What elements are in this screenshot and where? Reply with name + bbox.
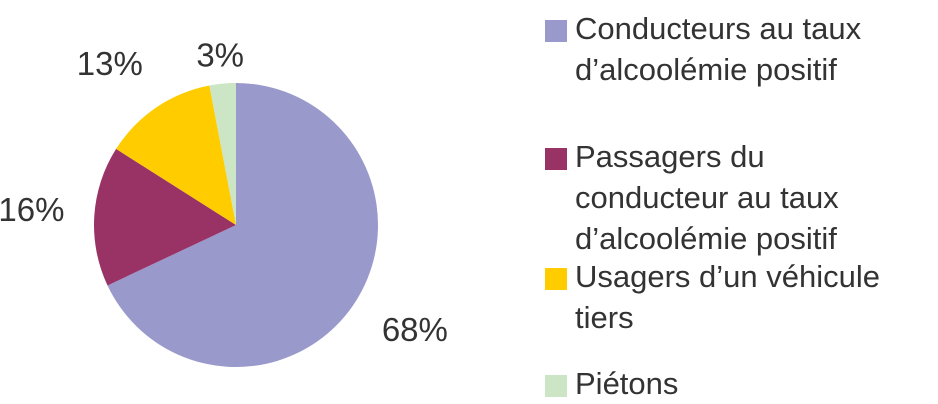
legend-item-usagers: Usagers d’un véhicule tiers [545,256,935,338]
legend-label-conducteurs: Conducteurs au taux d’alcoolémie positif [575,11,862,87]
pie-slice-usagers [116,85,236,225]
legend-swatch-pietons [545,375,567,397]
pie-chart-plot: 68% 16% 13% 3% [0,36,448,367]
legend-label-pietons: Piétons [575,366,679,401]
pie-value-label-pietons: 3% [196,36,244,73]
pie-slice-pietons [209,83,236,225]
pie-value-label-usagers: 13% [77,45,143,82]
legend-item-passagers: Passagers du conducteur au taux d’alcool… [545,136,935,259]
legend-swatch-passagers [545,148,567,170]
legend-item-conducteurs: Conducteurs au taux d’alcoolémie positif [545,8,935,90]
pie-slices [94,83,379,367]
legend-swatch-conducteurs [545,20,567,42]
pie-value-label-passagers: 16% [0,191,64,228]
legend-label-passagers: Passagers du conducteur au taux d’alcool… [575,139,839,256]
pie-value-labels: 68% 16% 13% 3% [0,36,448,347]
pie-slice-conducteurs [107,83,379,367]
legend-label-usagers: Usagers d’un véhicule tiers [575,259,881,335]
pie-slice-passagers [94,148,237,286]
legend-item-pietons: Piétons [545,363,935,404]
pie-value-label-conducteurs: 68% [382,311,448,348]
legend-swatch-usagers [545,268,567,290]
